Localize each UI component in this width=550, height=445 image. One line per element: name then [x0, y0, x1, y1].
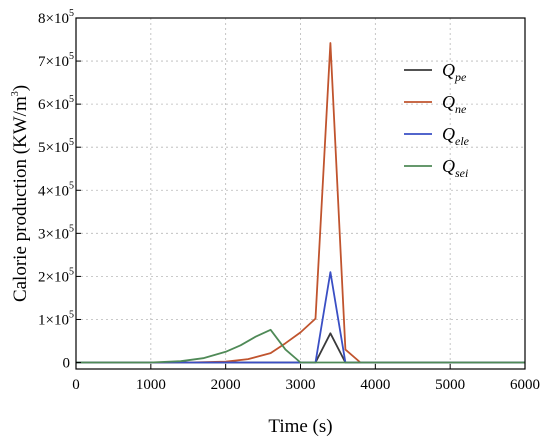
y-tick-label: 3×105	[38, 223, 74, 242]
legend-label-ne: Qne	[442, 92, 467, 116]
y-tick-label: 7×105	[38, 51, 74, 70]
legend: Qpe Qne Qele Qsei	[404, 60, 470, 180]
x-axis-label: Time (s)	[268, 416, 332, 437]
legend-label-sei: Qsei	[442, 156, 468, 180]
y-tick-label: 2×105	[38, 266, 74, 285]
x-tick-label: 3000	[286, 377, 316, 393]
grid	[76, 18, 525, 369]
x-tick-label: 2000	[211, 377, 241, 393]
y-tick-label: 6×105	[38, 94, 74, 113]
legend-label-pe: Qpe	[442, 60, 467, 84]
y-axis: 0 1×105 2×105 3×105 4×105 5×105 6×105 7×105 8×10…	[38, 8, 81, 372]
series-line-sei	[76, 328, 525, 364]
legend-label-ele: Qele	[442, 124, 470, 148]
x-tick-label: 1000	[136, 377, 166, 393]
y-tick-label: 0	[63, 356, 71, 372]
series-lines	[76, 42, 525, 364]
x-tick-label: 0	[72, 377, 80, 393]
x-tick-label: 5000	[435, 377, 465, 393]
x-tick-label: 6000	[510, 377, 540, 393]
y-tick-label: 8×105	[38, 8, 74, 27]
y-tick-label: 5×105	[38, 137, 74, 156]
y-axis-label: Calorie production (KW/m3)	[10, 85, 31, 302]
y-tick-label: 4×105	[38, 180, 74, 199]
y-tick-label: 1×105	[38, 309, 74, 328]
x-tick-label: 4000	[360, 377, 390, 393]
x-axis: 0 1000 2000 3000 4000 5000 6000	[72, 364, 540, 393]
